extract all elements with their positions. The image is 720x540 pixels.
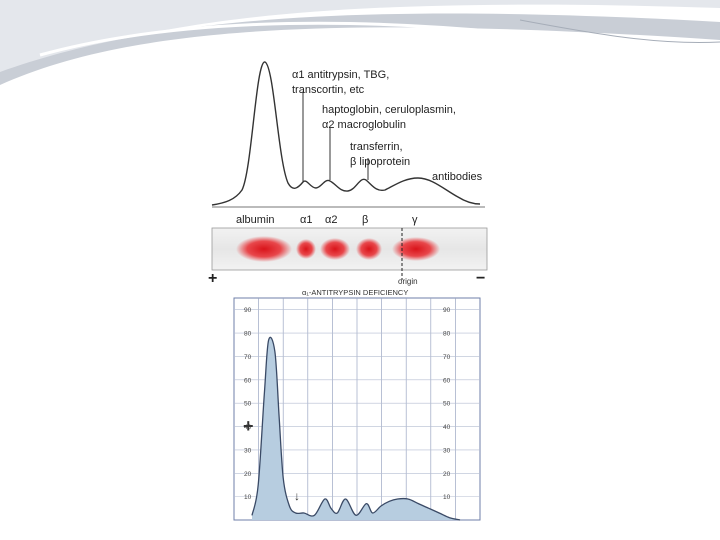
zone-alpha2: α2 [325, 214, 337, 226]
y-tick-left-50: 50 [244, 401, 252, 408]
chart-title: α₁-ANTITRYPSIN DEFICIENCY [302, 288, 408, 297]
ann-1-line-1: α1 antitrypsin, TBG, [292, 69, 389, 81]
y-tick-left-10: 10 [244, 494, 252, 501]
electrophoresis-diagram: α1 antitrypsin, TBG, transcortin, etc ha… [211, 61, 488, 286]
ann-2-line-1: haptoglobin, ceruloplasmin, [322, 104, 456, 116]
y-tick-right-50: 50 [443, 401, 451, 408]
swoosh-thin-line [519, 19, 720, 44]
zone-gamma: γ [412, 214, 418, 226]
swoosh-middle-band [0, 13, 720, 86]
y-tick-right-60: 60 [443, 377, 451, 384]
y-tick-right-30: 30 [443, 447, 451, 454]
y-tick-right-70: 70 [443, 354, 451, 361]
ann-4-line-1: antibodies [432, 171, 483, 183]
swoosh-back-band [0, 0, 720, 78]
band-alpha1 [296, 239, 316, 259]
band-albumin [236, 236, 292, 262]
band-gamma [392, 237, 440, 261]
anode-plus-sign: + [208, 270, 218, 287]
antitrypsin-deficiency-chart: α₁-ANTITRYPSIN DEFICIENCY 10 10 20 20 30 30 40… [233, 288, 481, 521]
band-alpha2 [320, 238, 350, 260]
ann-3-line-1: transferrin, [350, 141, 403, 153]
electrophoresis-curve [211, 61, 481, 206]
y-tick-left-70: 70 [244, 354, 252, 361]
y-tick-left-30: 30 [244, 447, 252, 454]
y-tick-left-40: 40 [244, 424, 252, 431]
origin-label: origin [398, 277, 418, 286]
swoosh-front-line [39, 21, 561, 57]
zone-albumin: albumin [236, 214, 275, 226]
y-tick-left-20: 20 [244, 471, 252, 478]
y-tick-right-90: 90 [443, 307, 451, 314]
ann-1-line-2: transcortin, etc [292, 84, 365, 96]
y-tick-left-80: 80 [244, 331, 252, 338]
cathode-minus-sign: − [476, 270, 486, 287]
y-tick-left-60: 60 [244, 377, 252, 384]
ann-3-line-2: β lipoprotein [350, 156, 410, 168]
chart-marker-arrow: ↓ [294, 489, 300, 503]
chart-marker-plus: + [243, 416, 254, 436]
band-beta [356, 238, 382, 260]
y-tick-right-80: 80 [443, 331, 451, 338]
zone-beta: β [362, 214, 368, 226]
header-swoosh-decoration [0, 0, 720, 86]
y-tick-right-40: 40 [443, 424, 451, 431]
y-tick-right-20: 20 [443, 471, 451, 478]
y-tick-right-10: 10 [443, 494, 451, 501]
chart-area-fill [252, 337, 460, 520]
ann-2-line-2: α2 macroglobulin [322, 119, 406, 131]
chart-series-line [251, 336, 461, 521]
y-tick-left-90: 90 [244, 307, 252, 314]
zone-alpha1: α1 [300, 214, 312, 226]
